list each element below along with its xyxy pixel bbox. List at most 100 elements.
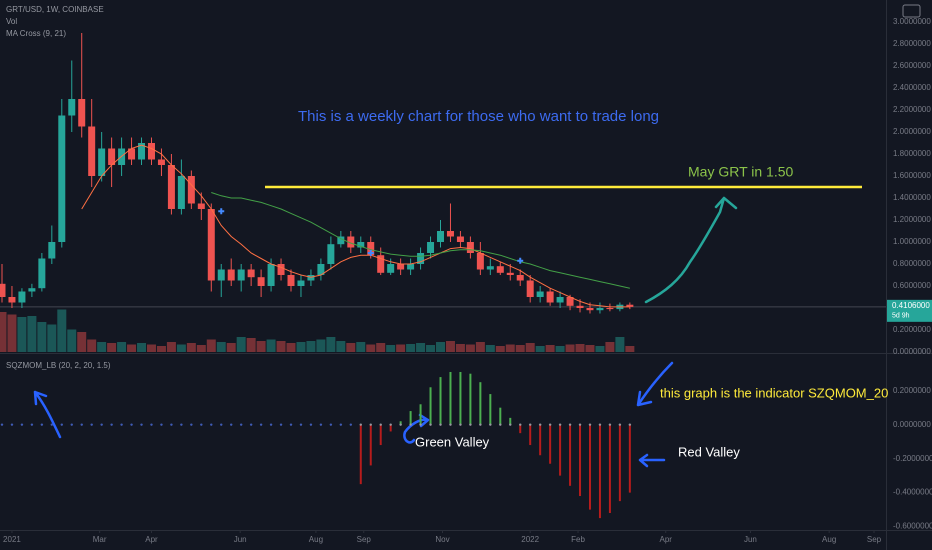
volume-bar (465, 344, 475, 352)
candle-body (397, 264, 405, 270)
squeeze-dot (528, 423, 532, 426)
candle-body (407, 264, 415, 270)
volume-bar (336, 341, 346, 352)
arrow-indicator (636, 361, 674, 407)
candle-body (367, 242, 375, 256)
squeeze-dot (379, 423, 382, 426)
squeeze-dot (538, 423, 542, 426)
squeeze-dot (329, 423, 333, 426)
candle-body (606, 308, 614, 310)
volume-bar (485, 345, 495, 352)
y-tick-label: 0.0000000 (893, 347, 931, 356)
x-tick-label: Mar (93, 535, 107, 544)
squeeze-dot (180, 423, 183, 426)
squeeze-dot (289, 423, 293, 426)
candle-body (427, 242, 435, 253)
volume-bar (127, 344, 137, 352)
squeeze-dot (120, 423, 123, 426)
candle-body (327, 244, 335, 264)
squeeze-dot (230, 423, 233, 426)
candle-body (68, 99, 76, 116)
squeeze-dot (210, 423, 213, 426)
squeeze-dot (220, 423, 223, 426)
ma-label: MA Cross (9, 21) (6, 29, 66, 38)
volume-bar (326, 337, 336, 352)
momentum-bar (449, 371, 452, 425)
squeeze-dot (389, 423, 392, 426)
squeeze-dot (628, 423, 632, 426)
volume-bar (286, 343, 296, 352)
momentum-bar (359, 424, 362, 485)
candle-body (287, 275, 295, 286)
squeeze-dot (160, 423, 163, 426)
squeeze-dot (439, 423, 442, 426)
volume-bar (166, 342, 176, 352)
volume-bar (117, 342, 127, 352)
volume-bar (535, 346, 545, 352)
y-tick-label: 0.6000000 (893, 281, 931, 290)
volume-bar (366, 344, 376, 352)
volume-label: Vol (6, 17, 17, 26)
candle-body (436, 231, 444, 242)
volume-bar (276, 341, 286, 352)
volume-bar (545, 345, 555, 352)
momentum-bar (469, 373, 472, 425)
y-tick-label: 1.2000000 (893, 215, 931, 224)
momentum-bar (389, 424, 392, 432)
last-price-tag (887, 299, 932, 322)
candle-body (187, 176, 195, 204)
squeeze-dot (239, 423, 243, 426)
volume-bar (555, 346, 565, 352)
momentum-bar (618, 424, 621, 502)
candle-body (177, 176, 185, 209)
volume-bar (376, 343, 386, 352)
momentum-bar (489, 394, 492, 425)
squeeze-dot (110, 423, 113, 426)
volume-bar (306, 341, 316, 352)
candle-body (626, 304, 634, 307)
candle-body (88, 126, 96, 176)
volume-bar (27, 316, 37, 352)
volume-bar (87, 339, 97, 352)
y-tick-label: 1.6000000 (893, 171, 931, 180)
last-price-label: 0.4106000 (892, 301, 930, 310)
squeeze-dot (170, 423, 173, 426)
momentum-bar (539, 424, 542, 456)
momentum-bar (588, 424, 591, 510)
squeeze-dot (10, 423, 14, 426)
candle-body (377, 255, 385, 273)
volume-bar (585, 345, 595, 352)
momentum-bar (559, 424, 562, 476)
candle-body (317, 264, 325, 275)
y-tick-label: 2.6000000 (893, 61, 931, 70)
squeeze-dot (150, 423, 153, 426)
volume-bar (226, 343, 236, 352)
candle-body (157, 159, 165, 165)
volume-bar (346, 343, 356, 352)
squeeze-dot (30, 423, 34, 426)
squeeze-dot (509, 423, 512, 426)
y-tick-label: 0.2000000 (893, 325, 931, 334)
candle-body (466, 242, 474, 253)
settings-icon[interactable] (902, 4, 921, 18)
candle-body (446, 231, 454, 237)
momentum-bar (628, 424, 631, 493)
volume-bar (615, 337, 625, 352)
candle-body (207, 209, 215, 281)
candle-body (496, 266, 504, 273)
candle-body (38, 258, 46, 289)
volume-bar (146, 344, 156, 352)
momentum-bar (579, 424, 582, 497)
candle-body (98, 148, 106, 176)
momentum-bar (519, 424, 522, 434)
candle-body (58, 115, 66, 242)
x-tick-label: Jun (234, 535, 247, 544)
ma-line (81, 144, 630, 308)
candle-body (417, 253, 425, 264)
candle-body (546, 291, 554, 303)
volume-bar (406, 344, 416, 352)
volume-bar (475, 342, 485, 352)
projection-arrow (644, 196, 738, 304)
candle-body (596, 308, 604, 311)
ma-line (211, 192, 630, 289)
